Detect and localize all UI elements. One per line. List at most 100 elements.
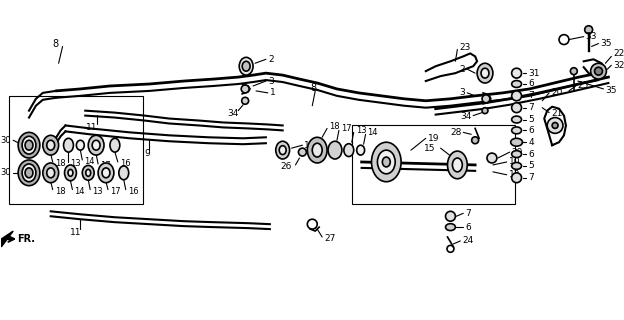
Ellipse shape [357, 145, 364, 155]
Ellipse shape [22, 164, 36, 182]
Text: 7: 7 [466, 209, 471, 218]
Text: 29: 29 [512, 148, 523, 156]
Text: 5: 5 [529, 115, 534, 124]
Circle shape [552, 123, 558, 128]
Text: 18: 18 [55, 159, 66, 168]
Text: 25: 25 [578, 82, 589, 91]
Ellipse shape [25, 168, 33, 178]
Text: 35: 35 [605, 86, 617, 95]
Text: 13: 13 [92, 187, 103, 196]
Ellipse shape [85, 169, 90, 176]
Ellipse shape [88, 135, 104, 155]
Text: 8: 8 [52, 38, 59, 49]
Ellipse shape [312, 143, 322, 157]
Text: 17: 17 [100, 161, 110, 171]
Ellipse shape [47, 168, 55, 178]
Ellipse shape [98, 163, 114, 183]
Ellipse shape [102, 168, 110, 178]
Text: 6: 6 [529, 149, 534, 159]
Circle shape [595, 67, 602, 75]
Text: 7: 7 [529, 103, 534, 112]
Ellipse shape [446, 224, 456, 231]
Circle shape [570, 68, 577, 75]
Text: 33: 33 [586, 32, 597, 41]
Circle shape [512, 91, 522, 101]
Text: 2: 2 [268, 55, 273, 64]
Text: 21: 21 [551, 109, 562, 118]
Ellipse shape [481, 68, 489, 78]
Ellipse shape [512, 163, 522, 169]
Ellipse shape [328, 141, 342, 159]
Text: 10: 10 [509, 157, 520, 166]
Text: 16: 16 [128, 187, 139, 196]
Text: 8: 8 [310, 83, 316, 93]
Ellipse shape [239, 57, 253, 75]
Text: 11: 11 [70, 228, 81, 236]
Circle shape [241, 85, 249, 93]
Text: 14: 14 [368, 128, 378, 137]
Polygon shape [1, 231, 13, 247]
Circle shape [446, 211, 456, 221]
Text: 9: 9 [145, 148, 150, 157]
Text: 26: 26 [280, 163, 291, 172]
Ellipse shape [344, 144, 354, 156]
Text: 12: 12 [509, 170, 520, 179]
Text: 13: 13 [356, 126, 366, 135]
Ellipse shape [512, 127, 522, 134]
Circle shape [487, 153, 497, 163]
Ellipse shape [510, 138, 522, 146]
Circle shape [298, 148, 306, 156]
Ellipse shape [383, 157, 390, 167]
Text: 5: 5 [529, 161, 534, 171]
Ellipse shape [43, 135, 59, 155]
Text: 14: 14 [84, 157, 95, 166]
Text: 7: 7 [529, 91, 534, 100]
Text: 22: 22 [613, 49, 624, 58]
Ellipse shape [447, 151, 467, 179]
Text: 32: 32 [613, 61, 624, 70]
Text: 2: 2 [460, 65, 466, 74]
Text: 19: 19 [428, 134, 439, 143]
Ellipse shape [76, 140, 84, 150]
Circle shape [585, 26, 593, 34]
Text: 23: 23 [459, 43, 470, 52]
Ellipse shape [68, 169, 73, 176]
Ellipse shape [43, 163, 59, 183]
Text: 16: 16 [120, 159, 130, 168]
Text: 1: 1 [270, 88, 276, 97]
Text: FR.: FR. [17, 234, 35, 244]
Circle shape [241, 97, 248, 104]
Ellipse shape [18, 160, 40, 186]
Text: 6: 6 [529, 79, 534, 89]
Text: 7: 7 [529, 173, 534, 182]
Ellipse shape [25, 140, 33, 150]
Bar [9, 96, 142, 204]
Text: 27: 27 [324, 235, 336, 244]
Ellipse shape [512, 151, 522, 157]
Circle shape [482, 108, 488, 114]
Text: 11: 11 [86, 123, 98, 132]
Ellipse shape [308, 137, 327, 163]
Circle shape [512, 68, 522, 78]
Text: 4: 4 [529, 138, 534, 147]
Text: 17: 17 [341, 124, 351, 133]
Text: 3: 3 [268, 76, 273, 85]
Ellipse shape [82, 165, 94, 180]
Ellipse shape [242, 61, 250, 71]
Ellipse shape [452, 158, 462, 172]
Text: 13: 13 [71, 159, 81, 168]
Text: 14: 14 [74, 187, 85, 196]
Circle shape [482, 95, 490, 103]
Ellipse shape [276, 141, 290, 159]
Text: 15: 15 [424, 144, 436, 153]
Text: 17: 17 [110, 187, 120, 196]
Circle shape [547, 117, 563, 133]
Ellipse shape [92, 140, 100, 150]
Ellipse shape [279, 146, 286, 155]
Ellipse shape [477, 63, 493, 83]
Circle shape [512, 173, 522, 183]
Ellipse shape [18, 132, 40, 158]
Text: 30: 30 [1, 136, 11, 145]
Text: 28: 28 [450, 128, 461, 137]
Text: 35: 35 [600, 39, 612, 48]
